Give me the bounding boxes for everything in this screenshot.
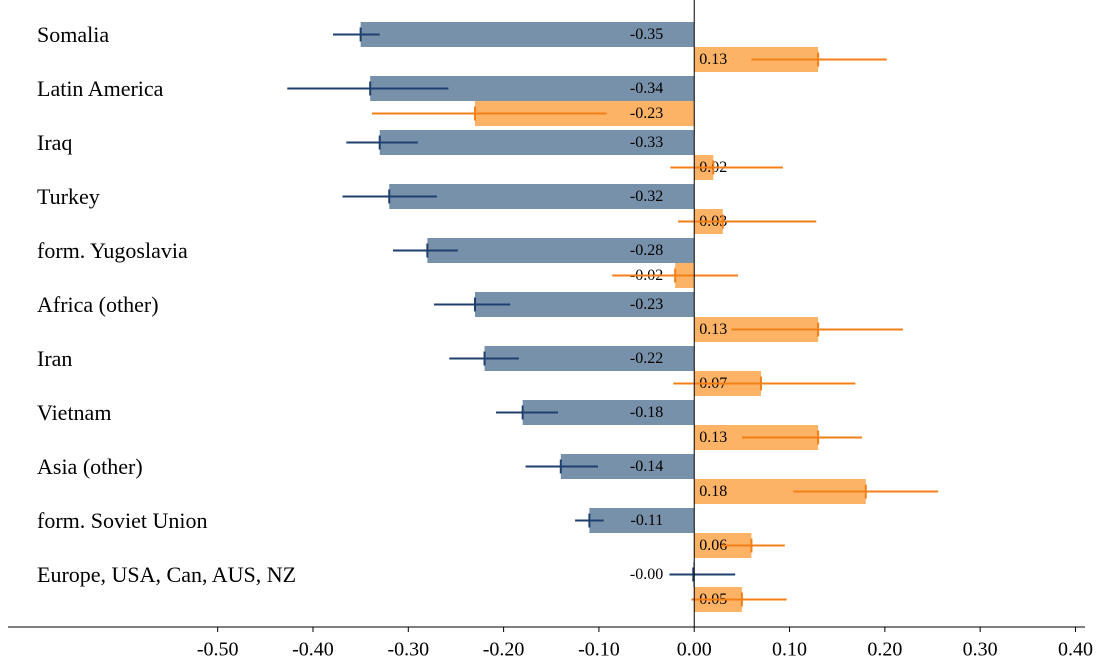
- category-label: Turkey: [37, 184, 100, 209]
- bar: [379, 130, 695, 155]
- category-label: Somalia: [37, 22, 109, 47]
- category-label: Latin America: [37, 76, 164, 101]
- value-label: 0.13: [699, 51, 727, 68]
- value-label: -0.18: [630, 404, 663, 421]
- x-tick-label: 0.30: [963, 639, 998, 661]
- value-label: -0.00: [630, 566, 663, 583]
- bar: [484, 346, 695, 371]
- bar: [389, 184, 695, 209]
- bar: [589, 508, 695, 533]
- category-label: Vietnam: [37, 400, 111, 425]
- x-tick-label: -0.50: [197, 639, 239, 661]
- value-label: 0.13: [699, 321, 727, 338]
- x-tick-label: -0.20: [483, 639, 525, 661]
- x-tick-label: 0.00: [677, 639, 712, 661]
- x-tick-label: -0.10: [578, 639, 620, 661]
- bar: [475, 292, 695, 317]
- x-tick-label: 0.20: [867, 639, 902, 661]
- category-label: form. Soviet Union: [37, 508, 208, 533]
- category-label: Europe, USA, Can, AUS, NZ: [37, 562, 296, 587]
- x-tick-label: -0.40: [292, 639, 334, 661]
- value-label: -0.23: [630, 105, 663, 122]
- value-label: -0.22: [630, 350, 663, 367]
- category-label: Asia (other): [37, 454, 143, 479]
- value-label: 0.13: [699, 429, 727, 446]
- category-label: Iran: [37, 346, 72, 371]
- x-tick-label: 0.10: [772, 639, 807, 661]
- bar: [427, 238, 695, 263]
- bar: [360, 22, 695, 47]
- value-label: -0.14: [630, 458, 663, 475]
- x-tick-label: -0.30: [387, 639, 429, 661]
- category-label: Iraq: [37, 130, 72, 155]
- category-label: form. Yugoslavia: [37, 238, 188, 263]
- value-label: -0.23: [630, 296, 663, 313]
- value-label: -0.35: [630, 26, 663, 43]
- value-label: 0.18: [699, 483, 727, 500]
- x-tick-label: 0.40: [1058, 639, 1093, 661]
- value-label: -0.32: [630, 188, 663, 205]
- value-label: -0.11: [630, 512, 663, 529]
- value-label: 0.06: [699, 537, 727, 554]
- value-label: -0.33: [630, 134, 663, 151]
- value-label: -0.34: [630, 80, 663, 97]
- category-label: Africa (other): [37, 292, 159, 317]
- value-label: -0.28: [630, 242, 663, 259]
